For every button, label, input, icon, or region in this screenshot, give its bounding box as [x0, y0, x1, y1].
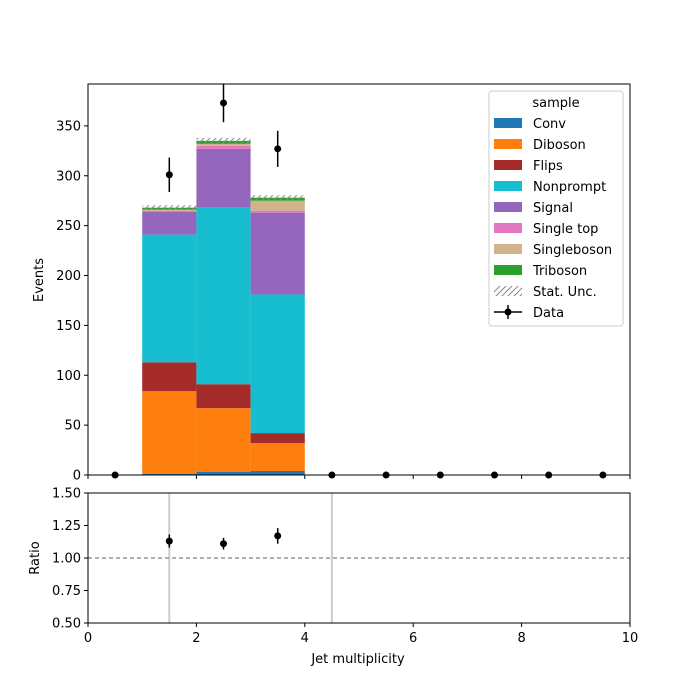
ratio-xtick-label-4: 4 — [301, 631, 309, 646]
bar-single-top-bin-2 — [196, 145, 251, 149]
bar-singleboson-bin-2 — [196, 143, 251, 146]
ratio-xtick-label-6: 6 — [409, 631, 417, 646]
ratio-ytick-label-1.25: 1.25 — [52, 519, 81, 534]
legend-label-signal: Signal — [533, 201, 573, 216]
bar-diboson-bin-3 — [250, 443, 305, 472]
ratio-xtick-label-10: 10 — [622, 631, 639, 646]
data-point-2 — [220, 99, 227, 107]
legend-title: sample — [532, 96, 579, 111]
bar-singleboson-bin-1 — [142, 209, 197, 211]
data-point-1 — [165, 171, 173, 179]
bar-nonprompt-bin-1 — [142, 234, 197, 363]
bar-single-top-bin-3 — [250, 210, 305, 213]
ratio-reference-lines — [88, 493, 630, 623]
legend-label-data: Data — [533, 306, 564, 321]
ratio-ytick-label-0.50: 0.50 — [52, 617, 81, 632]
legend-label-nonprompt: Nonprompt — [533, 180, 606, 195]
bar-conv-bin-3 — [250, 471, 305, 475]
ratio-plot: 0.50 0.75 1.00 1.25 1.50 0 2 4 6 8 10 Ratio Jet mu… — [28, 487, 638, 668]
ratio-xtick-label-0: 0 — [84, 631, 92, 646]
bar-conv-bin-2 — [196, 472, 251, 475]
bar-diboson-bin-2 — [196, 408, 251, 473]
legend-swatch-nonprompt — [494, 181, 522, 191]
ratio-point-1 — [220, 540, 227, 548]
legend-label-single-top: Single top — [533, 222, 598, 237]
ratio-xtick-label-2: 2 — [192, 631, 200, 646]
stat-unc-band-bin-1 — [142, 205, 197, 211]
main-ytick-label-250: 250 — [56, 219, 81, 234]
main-ytick-label-350: 350 — [56, 119, 81, 134]
bar-signal-bin-2 — [196, 148, 251, 208]
stacked-bars — [142, 140, 305, 475]
ratio-point-0 — [165, 537, 173, 545]
ratio-points — [165, 528, 282, 550]
ratio-ytick-label-1.00: 1.00 — [52, 552, 81, 567]
main-plot: 0 50 100 150 200 250 300 350 Events sample Conv… — [32, 83, 631, 484]
legend: sample Conv Diboson Flips Nonprompt Signal Si… — [488, 90, 624, 327]
legend-data-marker — [504, 308, 512, 316]
main-ytick-label-50: 50 — [64, 419, 81, 434]
stat-uncertainty-bands — [142, 137, 305, 211]
stat-unc-band-bin-2 — [196, 137, 251, 144]
legend-swatch-flips — [494, 160, 522, 170]
main-ytick-label-300: 300 — [56, 169, 81, 184]
y-axis-label-ratio: Ratio — [28, 541, 43, 574]
legend-label-conv: Conv — [533, 117, 566, 132]
legend-swatch-stat-unc — [494, 286, 522, 296]
ratio-axes: 0.50 0.75 1.00 1.25 1.50 0 2 4 6 8 10 — [52, 487, 638, 647]
legend-label-diboson: Diboson — [533, 138, 586, 153]
legend-label-triboson: Triboson — [532, 264, 587, 279]
x-axis-label: Jet multiplicity — [310, 652, 405, 667]
bar-nonprompt-bin-3 — [250, 294, 305, 434]
legend-items: Conv Diboson Flips Nonprompt Signal Single to… — [494, 117, 612, 321]
bar-single-top-bin-1 — [142, 210, 197, 212]
main-ytick-label-150: 150 — [56, 319, 81, 334]
bar-singleboson-bin-3 — [250, 200, 305, 211]
y-axis-label-events: Events — [32, 258, 47, 302]
legend-swatch-triboson — [494, 265, 522, 275]
legend-label-singleboson: Singleboson — [533, 243, 612, 258]
legend-swatch-singleboson — [494, 244, 522, 254]
legend-label-flips: Flips — [533, 159, 563, 174]
ratio-ytick-label-0.75: 0.75 — [52, 584, 81, 599]
main-ytick-label-100: 100 — [56, 369, 81, 384]
legend-swatch-signal — [494, 202, 522, 212]
legend-swatch-single-top — [494, 223, 522, 233]
main-axes-frame — [87, 83, 631, 476]
legend-label-stat-unc: Stat. Unc. — [533, 285, 597, 300]
main-ytick-label-0: 0 — [73, 469, 81, 484]
stat-unc-band-bin-3 — [250, 195, 305, 201]
ratio-point-2 — [274, 532, 282, 540]
bar-signal-bin-1 — [142, 211, 197, 235]
bar-flips-bin-2 — [196, 384, 251, 409]
legend-swatch-conv — [494, 118, 522, 128]
main-axes: 0 50 100 150 200 250 300 350 — [56, 83, 631, 484]
legend-frame — [488, 90, 624, 327]
bar-flips-bin-1 — [142, 362, 197, 392]
ratio-ytick-label-1.50: 1.50 — [52, 487, 81, 502]
data-points — [111, 84, 607, 479]
bar-flips-bin-3 — [250, 433, 305, 444]
bar-signal-bin-3 — [250, 212, 305, 295]
ratio-xtick-label-8: 8 — [517, 631, 525, 646]
main-ytick-label-200: 200 — [56, 269, 81, 284]
bar-nonprompt-bin-2 — [196, 207, 251, 385]
bar-diboson-bin-1 — [142, 391, 197, 475]
data-point-3 — [274, 145, 282, 153]
legend-swatch-diboson — [494, 139, 522, 149]
